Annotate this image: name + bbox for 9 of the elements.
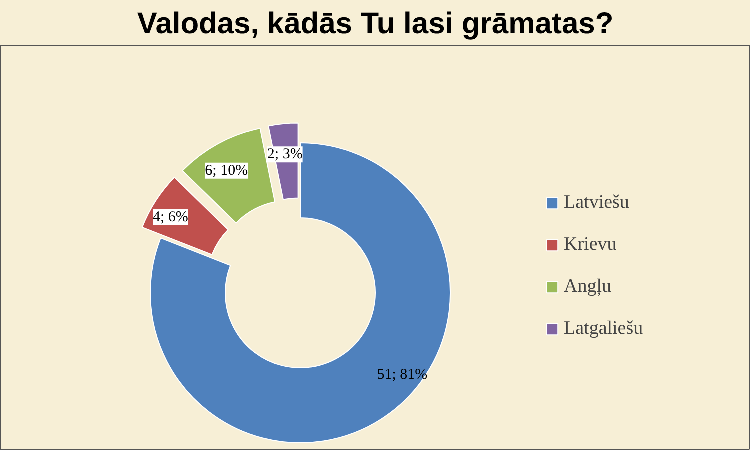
legend-label: Angļu xyxy=(564,276,612,298)
data-label: 2; 3% xyxy=(267,146,303,163)
data-label: 4; 6% xyxy=(153,210,188,226)
legend-label: Latgaliešu xyxy=(564,318,644,340)
legend-label: Latviešu xyxy=(564,192,630,214)
legend-label: Krievu xyxy=(564,234,617,256)
chart-title: Valodas, kādās Tu lasi grāmatas? xyxy=(137,8,614,40)
data-label: 6; 10% xyxy=(205,162,248,179)
data-label: 51; 81% xyxy=(377,366,428,383)
